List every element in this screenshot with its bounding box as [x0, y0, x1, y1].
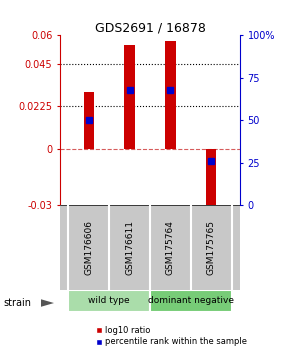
Polygon shape [40, 299, 54, 307]
Text: GSM175765: GSM175765 [207, 220, 216, 275]
Text: GSM176606: GSM176606 [84, 220, 93, 275]
Text: strain: strain [3, 298, 31, 308]
Text: GSM176611: GSM176611 [125, 220, 134, 275]
Bar [165, 41, 176, 149]
Bar [150, 290, 232, 312]
Bar [206, 149, 217, 211]
Text: GSM175764: GSM175764 [166, 220, 175, 275]
Bar [124, 45, 135, 149]
Bar [68, 290, 150, 312]
Title: GDS2691 / 16878: GDS2691 / 16878 [94, 21, 206, 34]
Text: wild type: wild type [88, 296, 130, 306]
Bar [83, 92, 94, 149]
Text: dominant negative: dominant negative [148, 296, 234, 306]
Legend: log10 ratio, percentile rank within the sample: log10 ratio, percentile rank within the … [92, 322, 250, 350]
